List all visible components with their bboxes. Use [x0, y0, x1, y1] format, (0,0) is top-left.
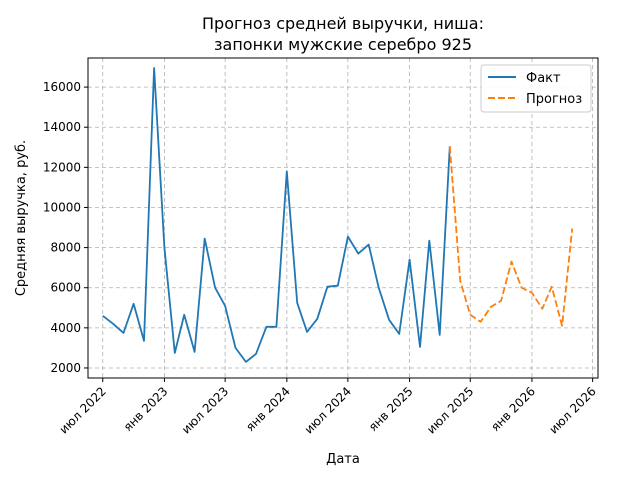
legend-label-fact: Факт [526, 71, 561, 86]
y-tick-label: 8000 [50, 241, 81, 255]
legend: Факт Прогноз [480, 64, 592, 113]
y-tick-label: 12000 [43, 160, 81, 174]
series-lines [102, 67, 574, 363]
y-tick-label: 6000 [50, 281, 81, 295]
x-axis-label: Дата [326, 452, 360, 467]
chart-title-line-1: Прогноз средней выручки, ниша: [202, 14, 484, 33]
y-tick-label: 2000 [50, 361, 81, 375]
y-axis-label: Средняя выручка, руб. [14, 140, 29, 296]
y-tick-label: 10000 [43, 200, 81, 214]
chart-title-line-2: запонки мужские серебро 925 [214, 35, 472, 54]
y-tick-label: 16000 [43, 80, 81, 94]
series-line-fact [102, 67, 451, 363]
plot-area-frame [87, 57, 599, 379]
grid [88, 58, 598, 378]
legend-label-forecast: Прогноз [526, 92, 582, 107]
y-tick-label: 14000 [43, 120, 81, 134]
series-line-forecast [448, 146, 574, 327]
y-tick-label: 4000 [50, 321, 81, 335]
y-axis-ticks: 2000 4000 6000 8000 10000 12000 14000 16000 [43, 80, 88, 375]
